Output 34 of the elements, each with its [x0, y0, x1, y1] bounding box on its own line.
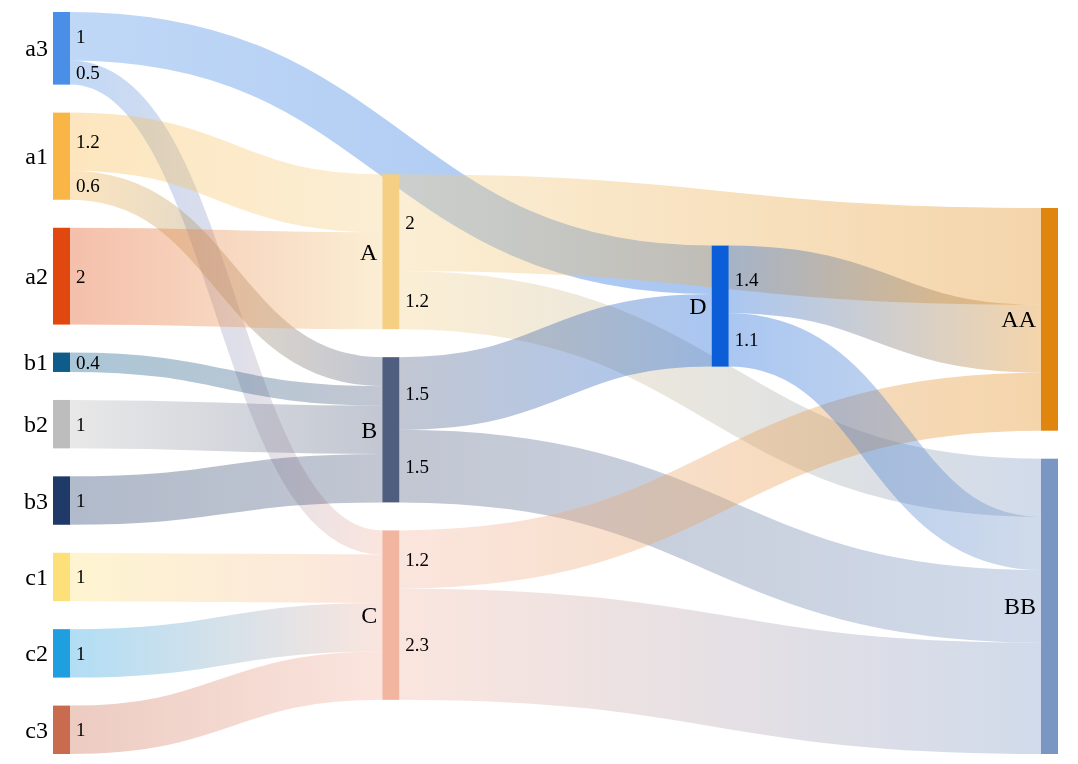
category-label: c1	[25, 563, 48, 590]
data-label: 1.5	[405, 455, 430, 477]
category-label: A	[359, 238, 378, 265]
data-label: 1	[76, 642, 86, 664]
data-label: 1.2	[405, 289, 430, 311]
data-label: 1.2	[76, 131, 100, 153]
data-label: 0.4	[76, 351, 101, 373]
data-label: 1	[76, 490, 86, 512]
data-label: 1	[76, 719, 86, 741]
category-label: C	[361, 602, 378, 629]
data-label: 2	[76, 265, 86, 287]
category-label: AA	[1001, 306, 1037, 333]
category-label: b1	[24, 349, 48, 376]
data-label: 0.5	[76, 62, 100, 84]
category-label: BB	[1003, 593, 1036, 620]
category-label: D	[689, 293, 707, 320]
data-label: 2	[405, 212, 415, 234]
data-label: 1	[76, 566, 86, 588]
category-label: a2	[25, 263, 48, 290]
category-label: b2	[24, 411, 48, 438]
category-label: c3	[25, 716, 48, 743]
data-label: 1	[76, 413, 86, 435]
data-label: 1	[76, 25, 86, 47]
data-label: 0.6	[76, 174, 100, 196]
category-label: a3	[25, 35, 48, 62]
data-label: 1.2	[405, 548, 430, 570]
category-label: b3	[24, 487, 48, 514]
data-label: 1.5	[405, 382, 430, 404]
data-label: 1.4	[734, 268, 759, 290]
category-label: a1	[25, 143, 48, 170]
data-label: 1.1	[734, 329, 759, 351]
category-label: B	[361, 416, 378, 443]
data-label: 2.3	[405, 633, 430, 655]
category-label: c2	[25, 640, 48, 667]
